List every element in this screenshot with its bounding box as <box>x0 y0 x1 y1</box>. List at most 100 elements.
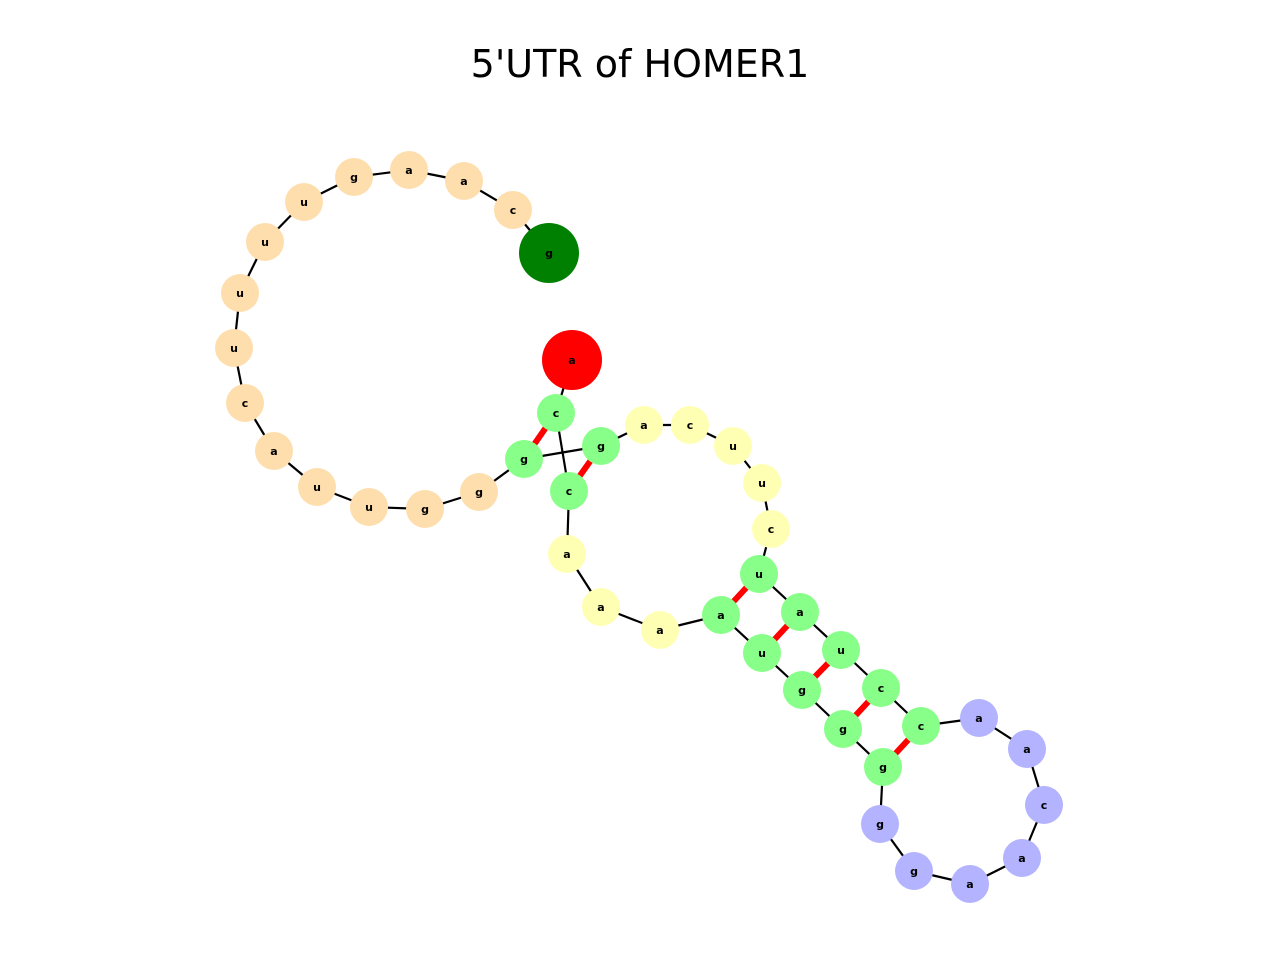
nucleotide-hairpin: a <box>1003 839 1041 877</box>
nucleotide-hairpin: a <box>951 865 989 903</box>
nucleotide-label: a <box>796 606 803 619</box>
nucleotide-circle <box>335 158 373 196</box>
nucleotide-circle <box>960 699 998 737</box>
nucleotide-label: c <box>687 419 694 432</box>
nucleotide-circle <box>542 330 602 390</box>
nucleotide-label: g <box>910 865 918 878</box>
nucleotide-hairpin: g <box>861 805 899 843</box>
nucleotide-label: c <box>553 407 560 420</box>
nucleotide-circle <box>406 490 444 528</box>
nucleotide-loop5: g <box>406 490 444 528</box>
nucleotide-loop5: a <box>445 162 483 200</box>
nucleotide-interior: c <box>752 510 790 548</box>
nucleotide-circle <box>298 468 336 506</box>
nucleotide-loop5: u <box>221 274 259 312</box>
nucleotide-interior: u <box>714 427 752 465</box>
nucleotide-loop5: a <box>255 432 293 470</box>
nucleotide-loop5: u <box>285 183 323 221</box>
nucleotide-loop5: c <box>226 384 264 422</box>
base-pair-layer <box>521 411 924 770</box>
nucleotide-label: g <box>475 486 483 499</box>
nucleotide-circle <box>895 852 933 890</box>
nucleotide-stem: u <box>740 555 778 593</box>
nucleotide-label: a <box>640 419 647 432</box>
nucleotide-label: u <box>236 287 244 300</box>
nucleotide-label: a <box>656 624 663 637</box>
nucleotide-stem: u <box>743 634 781 672</box>
nucleotide-label: g <box>545 247 553 260</box>
nucleotide-loop5: a <box>390 151 428 189</box>
nucleotide-circle <box>548 535 586 573</box>
nucleotide-circle <box>255 432 293 470</box>
nucleotide-label: u <box>313 481 321 494</box>
nucleotide-loop5: g <box>460 473 498 511</box>
nucleotide-circle <box>743 464 781 502</box>
nucleotide-circle <box>390 151 428 189</box>
nucleotide-stem: c <box>862 669 900 707</box>
nucleotide-stem: c <box>550 472 588 510</box>
nucleotide-loop5: u <box>350 488 388 526</box>
nucleotide-hairpin: g <box>895 852 933 890</box>
nucleotide-label: u <box>837 644 845 657</box>
nucleotide-end: a <box>542 330 602 390</box>
nucleotide-label: u <box>230 342 238 355</box>
nucleotide-loop5: c <box>494 191 532 229</box>
nucleotide-circle <box>350 488 388 526</box>
nucleotide-label: u <box>365 501 373 514</box>
nucleotide-label: g <box>520 453 528 466</box>
nucleotide-circle <box>1003 839 1041 877</box>
nucleotide-circle <box>246 223 284 261</box>
nucleotide-circle <box>625 406 663 444</box>
nucleotide-circle <box>550 472 588 510</box>
nucleotide-stem: g <box>824 710 862 748</box>
nucleotide-interior: c <box>671 406 709 444</box>
nucleotide-circle <box>752 510 790 548</box>
nucleotide-label: u <box>758 647 766 660</box>
nucleotide-circle <box>743 634 781 672</box>
nucleotide-label: c <box>768 523 775 536</box>
nucleotide-stem: a <box>781 593 819 631</box>
nucleotide-circle <box>641 611 679 649</box>
nucleotide-label: c <box>1041 799 1048 812</box>
nucleotide-circle <box>445 162 483 200</box>
nucleotide-label: a <box>1023 743 1030 756</box>
nucleotide-stem: c <box>902 707 940 745</box>
nucleotide-circle <box>226 384 264 422</box>
nucleotide-loop5: u <box>246 223 284 261</box>
nucleotide-hairpin: a <box>1008 730 1046 768</box>
nucleotide-layer: g c a a g u u u u c a u u g g g g a c u u c u a u c c a a c a a g g g g g u a a… <box>215 151 1063 903</box>
nucleotide-stem: g <box>864 748 902 786</box>
nucleotide-loop5: u <box>298 468 336 506</box>
nucleotide-circle <box>519 223 579 283</box>
nucleotide-label: g <box>798 684 806 697</box>
nucleotide-stem: g <box>582 427 620 465</box>
nucleotide-circle <box>1025 786 1063 824</box>
nucleotide-stem: c <box>537 394 575 432</box>
nucleotide-circle <box>582 427 620 465</box>
nucleotide-label: c <box>510 204 517 217</box>
nucleotide-start: g <box>519 223 579 283</box>
nucleotide-circle <box>1008 730 1046 768</box>
nucleotide-circle <box>781 593 819 631</box>
nucleotide-label: a <box>975 712 982 725</box>
nucleotide-circle <box>505 440 543 478</box>
nucleotide-circle <box>714 427 752 465</box>
nucleotide-label: a <box>270 445 277 458</box>
nucleotide-label: c <box>566 485 573 498</box>
nucleotide-loop5: g <box>335 158 373 196</box>
nucleotide-circle <box>822 631 860 669</box>
nucleotide-label: u <box>300 196 308 209</box>
nucleotide-circle <box>740 555 778 593</box>
nucleotide-circle <box>494 191 532 229</box>
nucleotide-circle <box>951 865 989 903</box>
nucleotide-circle <box>285 183 323 221</box>
nucleotide-label: a <box>717 609 724 622</box>
nucleotide-interior: a <box>548 535 586 573</box>
nucleotide-circle <box>864 748 902 786</box>
nucleotide-interior: u <box>743 464 781 502</box>
nucleotide-circle <box>221 274 259 312</box>
nucleotide-circle <box>702 596 740 634</box>
nucleotide-label: g <box>879 761 887 774</box>
nucleotide-circle <box>783 671 821 709</box>
nucleotide-label: a <box>460 175 467 188</box>
